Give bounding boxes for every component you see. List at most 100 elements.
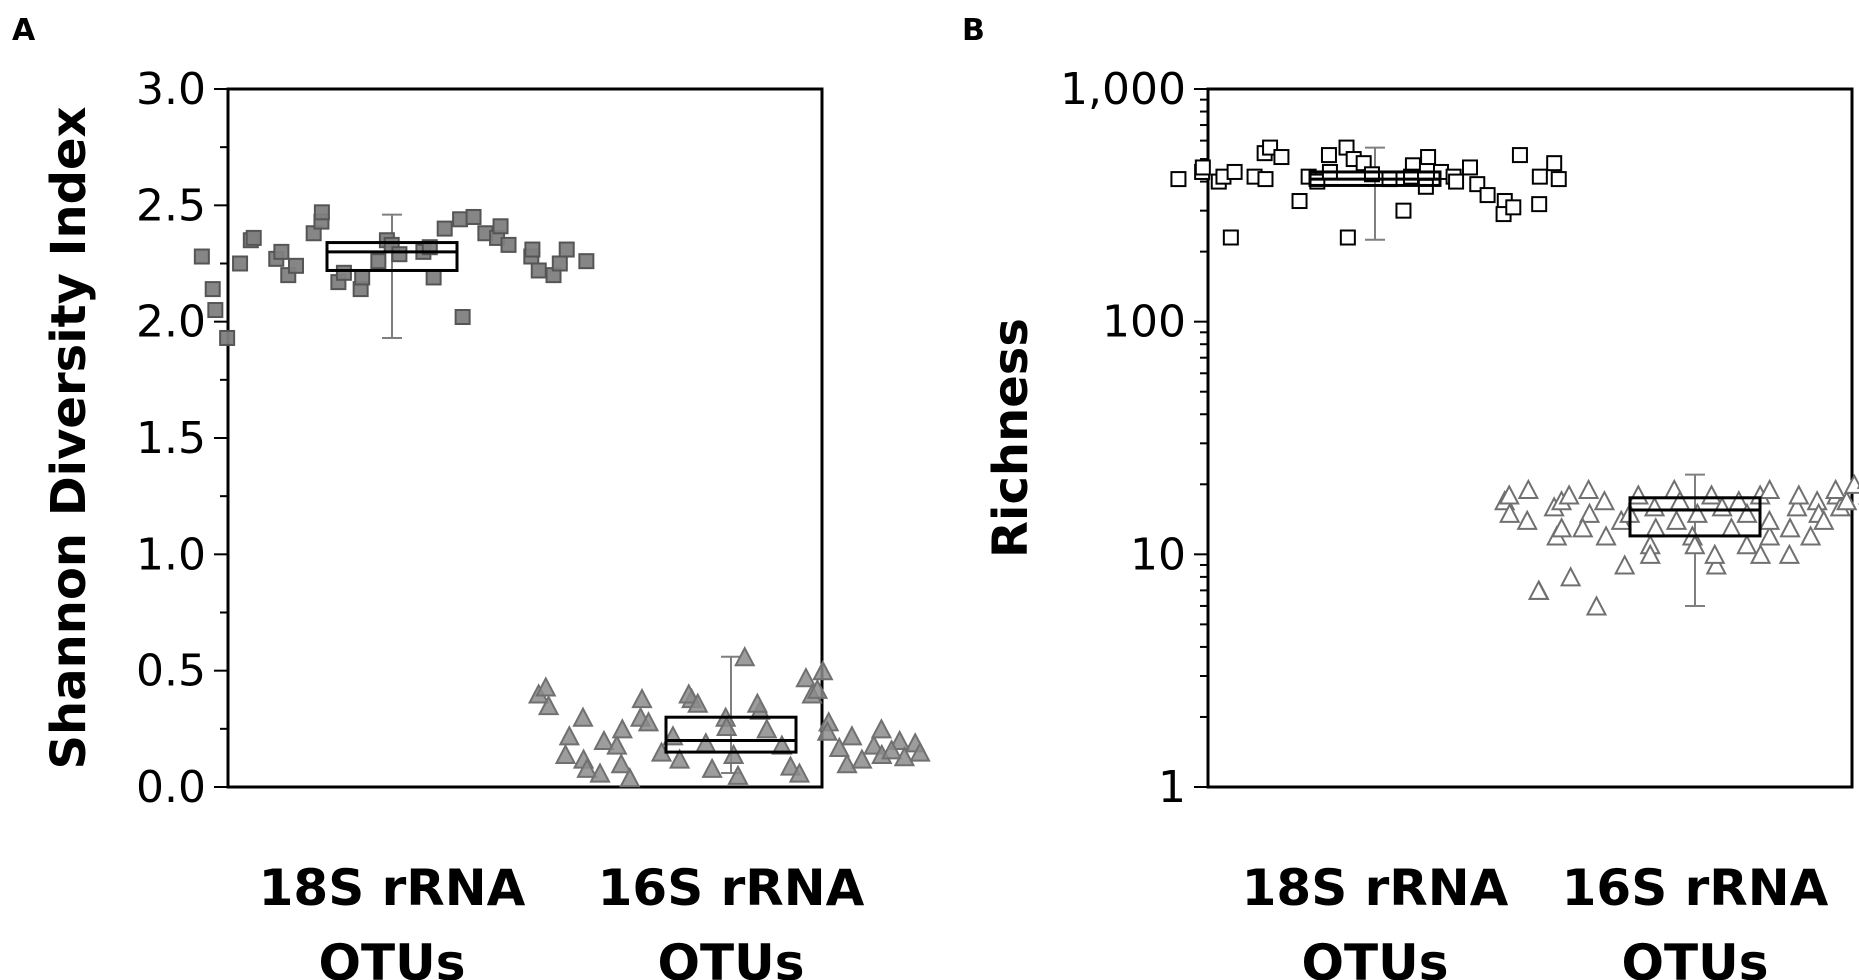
panel-label: A <box>12 13 36 48</box>
data-point <box>1627 484 1649 505</box>
data-point <box>795 666 817 688</box>
data-point <box>273 243 290 260</box>
data-point <box>1643 496 1666 517</box>
data-point <box>1257 171 1274 188</box>
data-point <box>1736 502 1758 523</box>
data-point <box>593 729 615 751</box>
y-tick-label: 2.0 <box>136 297 206 348</box>
data-point <box>1448 173 1465 190</box>
data-point <box>1704 543 1726 564</box>
series-group <box>527 646 931 788</box>
data-point <box>589 762 611 783</box>
category-label: 18S rRNA <box>1242 859 1509 917</box>
data-point <box>619 766 641 788</box>
data-point <box>425 269 442 286</box>
data-point <box>1758 478 1781 500</box>
box-iqr <box>664 715 798 754</box>
data-point <box>727 764 749 785</box>
data-point <box>193 248 210 265</box>
y-axis-title: Richness <box>983 318 1039 558</box>
data-point <box>863 734 885 755</box>
y-tick-label: 1,000 <box>1060 64 1186 115</box>
data-point <box>524 241 541 258</box>
data-point <box>1420 149 1437 166</box>
box-iqr <box>1628 496 1762 538</box>
data-point <box>1320 147 1337 164</box>
y-tick-label: 1.5 <box>136 413 206 464</box>
data-point <box>1550 517 1573 538</box>
data-point <box>1595 525 1617 546</box>
data-point <box>1585 595 1608 616</box>
data-point <box>806 678 829 699</box>
data-point <box>1639 543 1661 564</box>
data-point <box>678 683 700 704</box>
data-point <box>1593 490 1616 511</box>
data-point <box>1578 502 1601 523</box>
data-point <box>1572 517 1594 538</box>
data-point <box>1705 554 1727 575</box>
data-point <box>1339 229 1356 246</box>
data-point <box>558 725 580 746</box>
data-point <box>1665 509 1688 530</box>
y-tick-label: 1 <box>1158 762 1186 813</box>
category-label: OTUs <box>319 934 466 980</box>
data-point <box>1559 566 1582 587</box>
data-point <box>1843 473 1859 494</box>
data-point <box>841 725 863 746</box>
data-point <box>1799 525 1822 546</box>
data-point <box>245 229 262 246</box>
data-point <box>1749 543 1772 564</box>
data-point <box>535 676 557 697</box>
data-point <box>436 220 453 237</box>
data-point <box>1291 193 1308 210</box>
data-point <box>631 687 653 709</box>
data-point <box>1786 496 1808 517</box>
data-point <box>880 739 903 760</box>
category-label: 16S rRNA <box>598 859 865 917</box>
box-iqr <box>325 241 459 272</box>
data-point <box>454 309 471 326</box>
plot-frame <box>226 87 824 789</box>
data-point <box>537 694 560 716</box>
y-tick-label: 100 <box>1102 297 1186 348</box>
data-point <box>1546 155 1563 172</box>
y-axis-title: Shannon Diversity Index <box>41 106 97 769</box>
category-label: 18S rRNA <box>259 859 526 917</box>
data-point <box>1758 525 1781 546</box>
data-point <box>788 762 811 783</box>
data-point <box>1736 534 1758 555</box>
data-point <box>558 241 575 258</box>
data-point <box>207 302 224 319</box>
category-label: OTUs <box>658 934 805 980</box>
data-point <box>1686 502 1709 523</box>
data-point <box>1558 484 1580 505</box>
category-label: OTUs <box>1622 934 1769 980</box>
data-point <box>687 692 709 713</box>
data-point <box>1505 199 1522 216</box>
data-point <box>715 715 738 737</box>
data-point <box>746 692 769 713</box>
data-point <box>1273 149 1290 166</box>
data-point <box>576 757 598 778</box>
category-label: 16S rRNA <box>1562 859 1829 917</box>
data-point <box>637 711 660 732</box>
series-group <box>193 204 595 346</box>
data-point <box>1614 554 1636 575</box>
data-point <box>722 743 745 764</box>
data-point <box>500 236 517 253</box>
data-point <box>734 646 756 667</box>
data-point <box>1700 484 1723 505</box>
data-point <box>1479 187 1496 204</box>
data-point <box>1511 147 1528 164</box>
data-point <box>828 736 850 757</box>
series-group <box>1493 473 1859 616</box>
data-point <box>606 734 628 755</box>
category-label: OTUs <box>1302 934 1449 980</box>
data-point <box>610 753 632 774</box>
data-point <box>1498 484 1520 505</box>
data-point <box>1531 168 1548 185</box>
data-point <box>1170 171 1187 188</box>
data-point <box>1527 579 1550 600</box>
data-point <box>779 755 802 776</box>
